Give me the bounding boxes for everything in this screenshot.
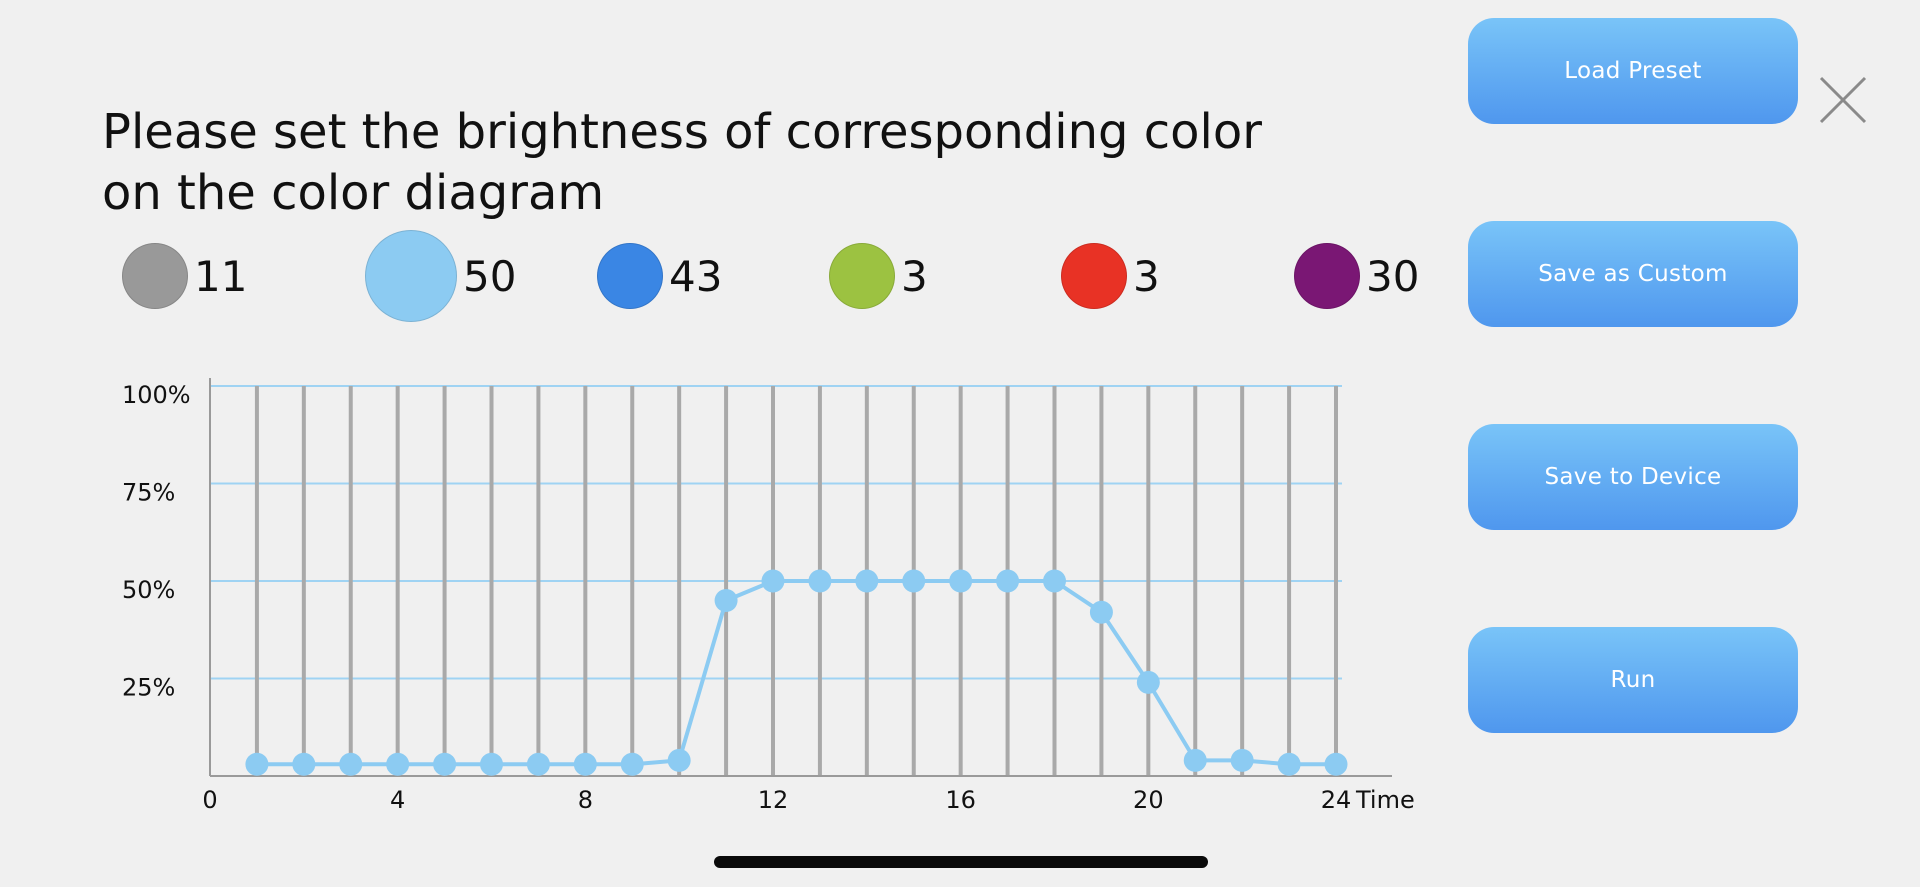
y-tick-label: 100% [122,381,191,409]
brightness-point[interactable] [292,752,316,776]
color-dot[interactable] [829,243,895,309]
brightness-point[interactable] [667,748,691,772]
brightness-line [256,579,1336,767]
color-dot-selected[interactable] [365,230,457,322]
channel-swatch-blue[interactable]: 43 [597,243,722,309]
brightness-chart[interactable]: 100% 75% 50% 25% 0 4 8 12 16 20 24 Time [0,0,1440,887]
channel-swatch-green[interactable]: 3 [829,243,928,309]
channel-value: 3 [1133,251,1160,301]
x-tick-label: 16 [945,786,976,814]
channel-value: 30 [1366,251,1420,301]
brightness-point[interactable] [1043,569,1066,593]
instruction-text: Please set the brightness of correspondi… [102,104,1262,221]
brightness-point[interactable] [1183,748,1207,772]
x-tick-label: 20 [1133,786,1164,814]
home-indicator [714,856,1208,868]
x-tick-label: 24 [1321,786,1352,814]
channel-swatch-row: 11 50 43 3 3 30 [0,225,1440,325]
brightness-point[interactable] [339,752,363,776]
channel-value: 3 [901,251,928,301]
run-button[interactable]: Run [1468,627,1798,733]
channel-value: 11 [194,251,248,301]
y-tick-label: 25% [122,674,175,702]
load-preset-button[interactable]: Load Preset [1468,18,1798,124]
x-tick-label: 4 [390,786,405,814]
x-tick-label: 12 [758,786,789,814]
channel-swatch-purple[interactable]: 30 [1294,243,1419,309]
color-dot[interactable] [597,243,663,309]
brightness-point[interactable] [1089,600,1113,624]
color-dot[interactable] [122,243,188,309]
color-dot[interactable] [1061,243,1127,309]
brightness-point[interactable] [1277,752,1301,776]
brightness-point[interactable] [996,569,1020,593]
brightness-point[interactable] [620,752,644,776]
brightness-point[interactable] [573,752,597,776]
channel-value: 43 [669,251,723,301]
channel-value: 50 [463,251,517,301]
brightness-point[interactable] [245,752,269,776]
brightness-point[interactable] [1230,748,1254,772]
y-tick-label: 75% [122,479,175,507]
brightness-point[interactable] [1136,670,1160,694]
brightness-point[interactable] [902,569,926,593]
x-tick-label: 0 [202,786,217,814]
channel-swatch-gray[interactable]: 11 [122,243,247,309]
x-tick-label: 8 [578,786,593,814]
y-tick-label: 50% [122,576,175,604]
brightness-point[interactable] [526,752,550,776]
close-icon[interactable] [1815,72,1871,128]
brightness-point[interactable] [714,589,738,612]
color-dot[interactable] [1294,243,1360,309]
brightness-point[interactable] [855,569,879,593]
brightness-point[interactable] [808,569,832,593]
brightness-point[interactable] [433,752,457,776]
brightness-point[interactable] [761,569,785,593]
brightness-point[interactable] [480,752,503,776]
x-axis-label: Time [1355,786,1415,814]
channel-swatch-sky-blue[interactable]: 50 [365,230,516,322]
channel-swatch-red[interactable]: 3 [1061,243,1160,309]
save-as-custom-button[interactable]: Save as Custom [1468,221,1798,327]
brightness-point[interactable] [386,752,410,776]
brightness-point[interactable] [1324,752,1348,776]
brightness-point[interactable] [949,569,973,593]
save-to-device-button[interactable]: Save to Device [1468,424,1798,530]
